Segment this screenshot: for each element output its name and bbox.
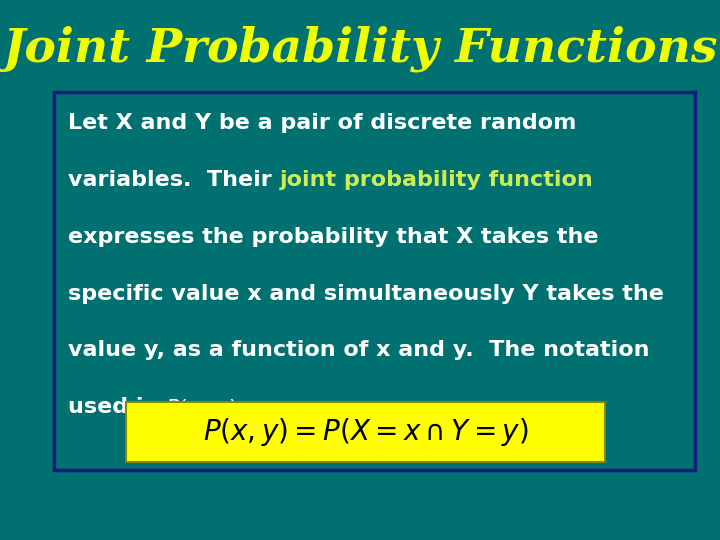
Text: value y, as a function of x and y.  The notation: value y, as a function of x and y. The n… (68, 340, 650, 360)
Text: variables.  Their: variables. Their (68, 170, 280, 190)
FancyBboxPatch shape (54, 92, 695, 470)
Text: used is: used is (68, 397, 165, 417)
Text: expresses the probability that X takes the: expresses the probability that X takes t… (68, 227, 599, 247)
Text: Let X and Y be a pair of discrete random: Let X and Y be a pair of discrete random (68, 113, 577, 133)
Text: joint probability function: joint probability function (280, 170, 594, 190)
Text: Joint Probability Functions: Joint Probability Functions (2, 25, 718, 72)
FancyBboxPatch shape (126, 402, 605, 462)
Text: $P(x,\, y)$: $P(x,\, y)$ (165, 397, 237, 421)
Text: $P(x, y) = P(X = x \cap Y = y)$: $P(x, y) = P(X = x \cap Y = y)$ (202, 416, 528, 448)
Text: so,: so, (237, 397, 282, 417)
Text: specific value x and simultaneously Y takes the: specific value x and simultaneously Y ta… (68, 284, 665, 303)
